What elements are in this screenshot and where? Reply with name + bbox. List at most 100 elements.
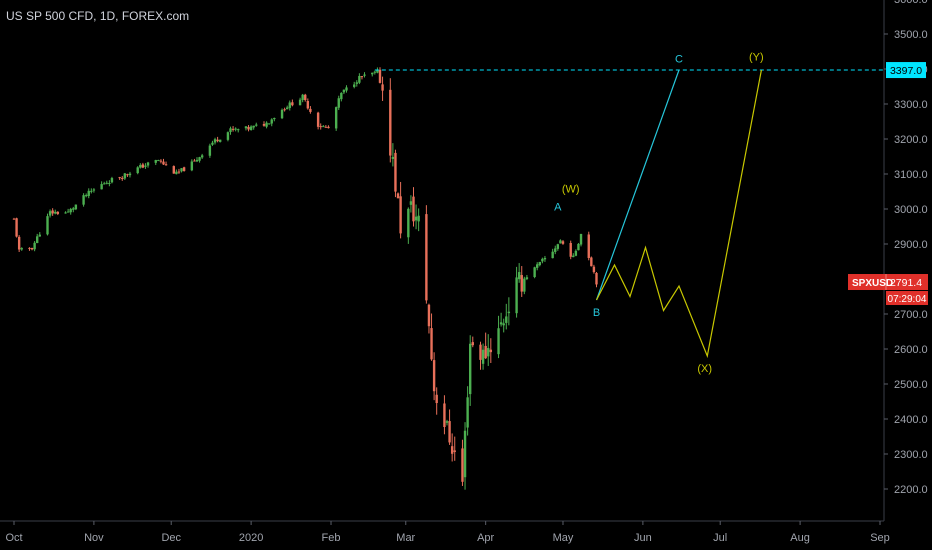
candle-body <box>182 167 186 171</box>
y-tick-label: 2700.0 <box>894 309 928 321</box>
candle-body <box>48 211 52 216</box>
candle-body <box>479 344 482 360</box>
y-tick-label: 2600.0 <box>894 344 928 356</box>
candle-body <box>72 208 75 210</box>
x-tick-label: Apr <box>477 532 494 544</box>
candle-body <box>270 119 273 124</box>
x-tick-label: Oct <box>5 532 22 544</box>
candle-body <box>533 267 536 278</box>
candle-body <box>51 210 54 214</box>
candle-body <box>108 182 111 184</box>
candle-body <box>100 184 103 190</box>
candle-body <box>30 247 34 250</box>
candle-body <box>103 183 106 185</box>
x-tick-label: Nov <box>84 532 104 544</box>
wave-label: B <box>593 307 600 319</box>
y-tick-label: 2300.0 <box>894 449 928 461</box>
candle-body <box>90 190 93 192</box>
candle-body <box>363 74 366 76</box>
x-tick-label: Mar <box>396 532 415 544</box>
candle-body <box>301 94 304 100</box>
candle-body <box>288 102 291 108</box>
candle-body <box>193 160 196 162</box>
candle-body <box>587 234 590 258</box>
candle-body <box>157 160 160 162</box>
level-badge-bg <box>886 62 926 79</box>
candle-body <box>430 328 433 360</box>
candle-body <box>525 277 529 280</box>
bar-countdown: 07:29:04 <box>888 294 927 305</box>
projection-path-c <box>595 69 680 301</box>
candle-body <box>466 397 469 428</box>
candle-body <box>373 71 377 73</box>
candle-body <box>298 99 302 106</box>
candle-body <box>502 323 505 326</box>
level-price-badge: 3397.0 <box>886 62 926 79</box>
candle-body <box>38 234 41 237</box>
candle-body <box>579 233 583 245</box>
candle-body <box>175 171 178 175</box>
candle-body <box>355 82 358 84</box>
candle-body <box>229 128 232 133</box>
y-tick-label: 2200.0 <box>894 484 928 496</box>
candle-body <box>412 196 415 222</box>
candle-body <box>267 123 271 125</box>
candle-body <box>543 257 547 260</box>
candle-body <box>324 126 328 128</box>
x-tick-label: May <box>553 532 574 544</box>
candle-body <box>481 349 485 364</box>
candle-body <box>417 215 420 222</box>
candle-body <box>218 139 222 142</box>
x-tick-label: Dec <box>161 532 181 544</box>
x-tick-label: Jul <box>713 532 727 544</box>
candle-body <box>538 261 541 266</box>
candle-body <box>12 218 16 220</box>
y-tick-label: 3500.0 <box>894 29 928 41</box>
candle-body <box>164 164 168 166</box>
candle-body <box>345 87 348 91</box>
candle-body <box>286 107 289 110</box>
y-tick-label: 2500.0 <box>894 379 928 391</box>
candle-body <box>177 171 181 173</box>
candle-body <box>87 190 90 196</box>
candle-body <box>520 275 523 292</box>
candle-body <box>316 112 320 127</box>
y-tick-label: 3000.0 <box>894 204 928 216</box>
candle-body <box>46 216 49 235</box>
candle-body <box>337 98 340 108</box>
candle-body <box>216 139 219 142</box>
candle-body <box>141 164 145 168</box>
candle-body <box>595 272 598 285</box>
candle-body <box>487 348 490 357</box>
candle-body <box>54 211 57 214</box>
candle-body <box>180 168 183 172</box>
candle-body <box>394 152 397 192</box>
candle-body <box>461 448 464 482</box>
candle-body <box>20 248 23 250</box>
candle-body <box>360 76 364 78</box>
candle-body <box>154 160 157 163</box>
candle-body <box>247 126 250 130</box>
symbol-title: US SP 500 CFD, 1D, FOREX.com <box>6 9 190 23</box>
candle-body <box>409 201 413 205</box>
candle-body <box>17 236 21 250</box>
candle-body <box>484 345 487 359</box>
candle-body <box>334 107 338 129</box>
candle-body <box>35 236 39 244</box>
candle-body <box>146 162 150 166</box>
candle-body <box>463 430 467 478</box>
candle-body <box>515 277 518 314</box>
x-tick-label: Jun <box>634 532 652 544</box>
y-tick-label: 3600.0 <box>894 0 928 6</box>
symbol-badge-label: SPXUSD <box>852 278 893 289</box>
candle-body <box>15 218 18 237</box>
candle-body <box>381 84 384 91</box>
candle-body <box>139 165 142 168</box>
candle-body <box>414 216 418 221</box>
candle-body <box>399 196 402 234</box>
candle-body <box>443 403 446 427</box>
candle-body <box>28 247 31 249</box>
